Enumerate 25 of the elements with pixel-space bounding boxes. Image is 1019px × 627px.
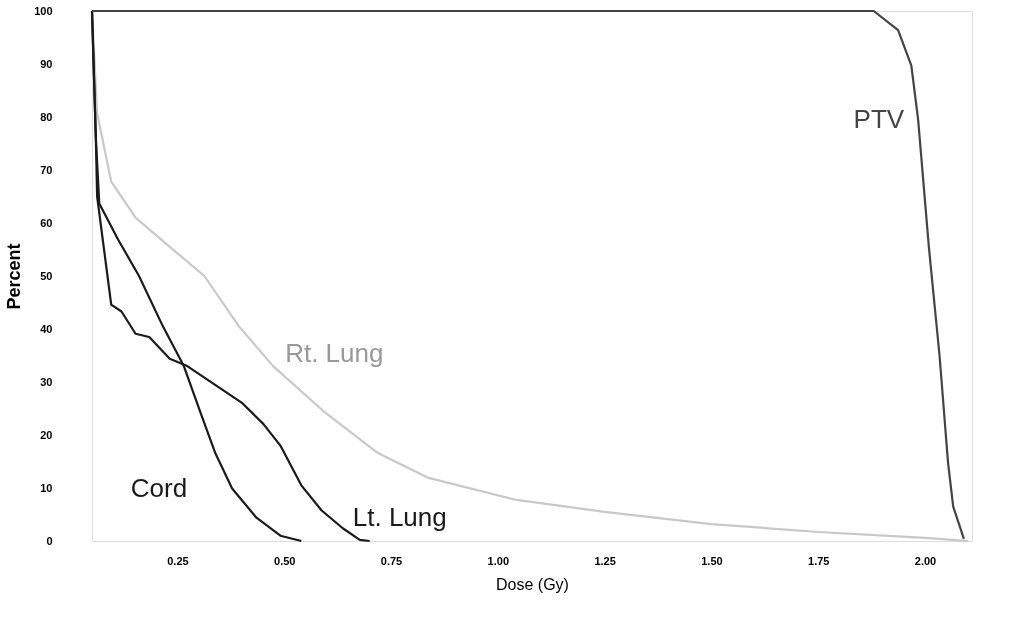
x-tick-label: 0.50 [274, 554, 296, 567]
y-tick-label: 50 [40, 269, 53, 282]
series-label: Cord [130, 472, 188, 503]
x-tick-label: 1.75 [808, 554, 830, 567]
series-label: Rt. Lung [285, 338, 384, 369]
x-tick-label: 1.50 [701, 554, 723, 567]
x-tick-label: 0.25 [167, 554, 189, 567]
y-tick-label: 70 [40, 163, 53, 176]
x-axis-title: Dose (Gy) [496, 575, 569, 593]
x-tick-label: 1.25 [594, 554, 616, 567]
y-tick-label: 100 [34, 4, 53, 17]
y-tick-label: 0 [46, 534, 53, 547]
series-label: Lt. Lung [352, 502, 447, 533]
y-tick-label: 80 [40, 110, 53, 123]
y-tick-label: 30 [40, 375, 53, 388]
series-label: PTV [853, 104, 905, 135]
y-tick-label: 60 [40, 216, 53, 229]
x-tick-label: 1.00 [487, 554, 510, 567]
y-axis-title: Percent [4, 243, 25, 310]
y-tick-label: 40 [40, 322, 53, 335]
y-tick-label: 10 [40, 481, 53, 494]
y-tick-label: 90 [40, 57, 53, 70]
x-tick-label: 0.75 [380, 554, 403, 567]
y-tick-label: 20 [40, 428, 53, 441]
x-tick-label: 2.00 [914, 554, 937, 567]
